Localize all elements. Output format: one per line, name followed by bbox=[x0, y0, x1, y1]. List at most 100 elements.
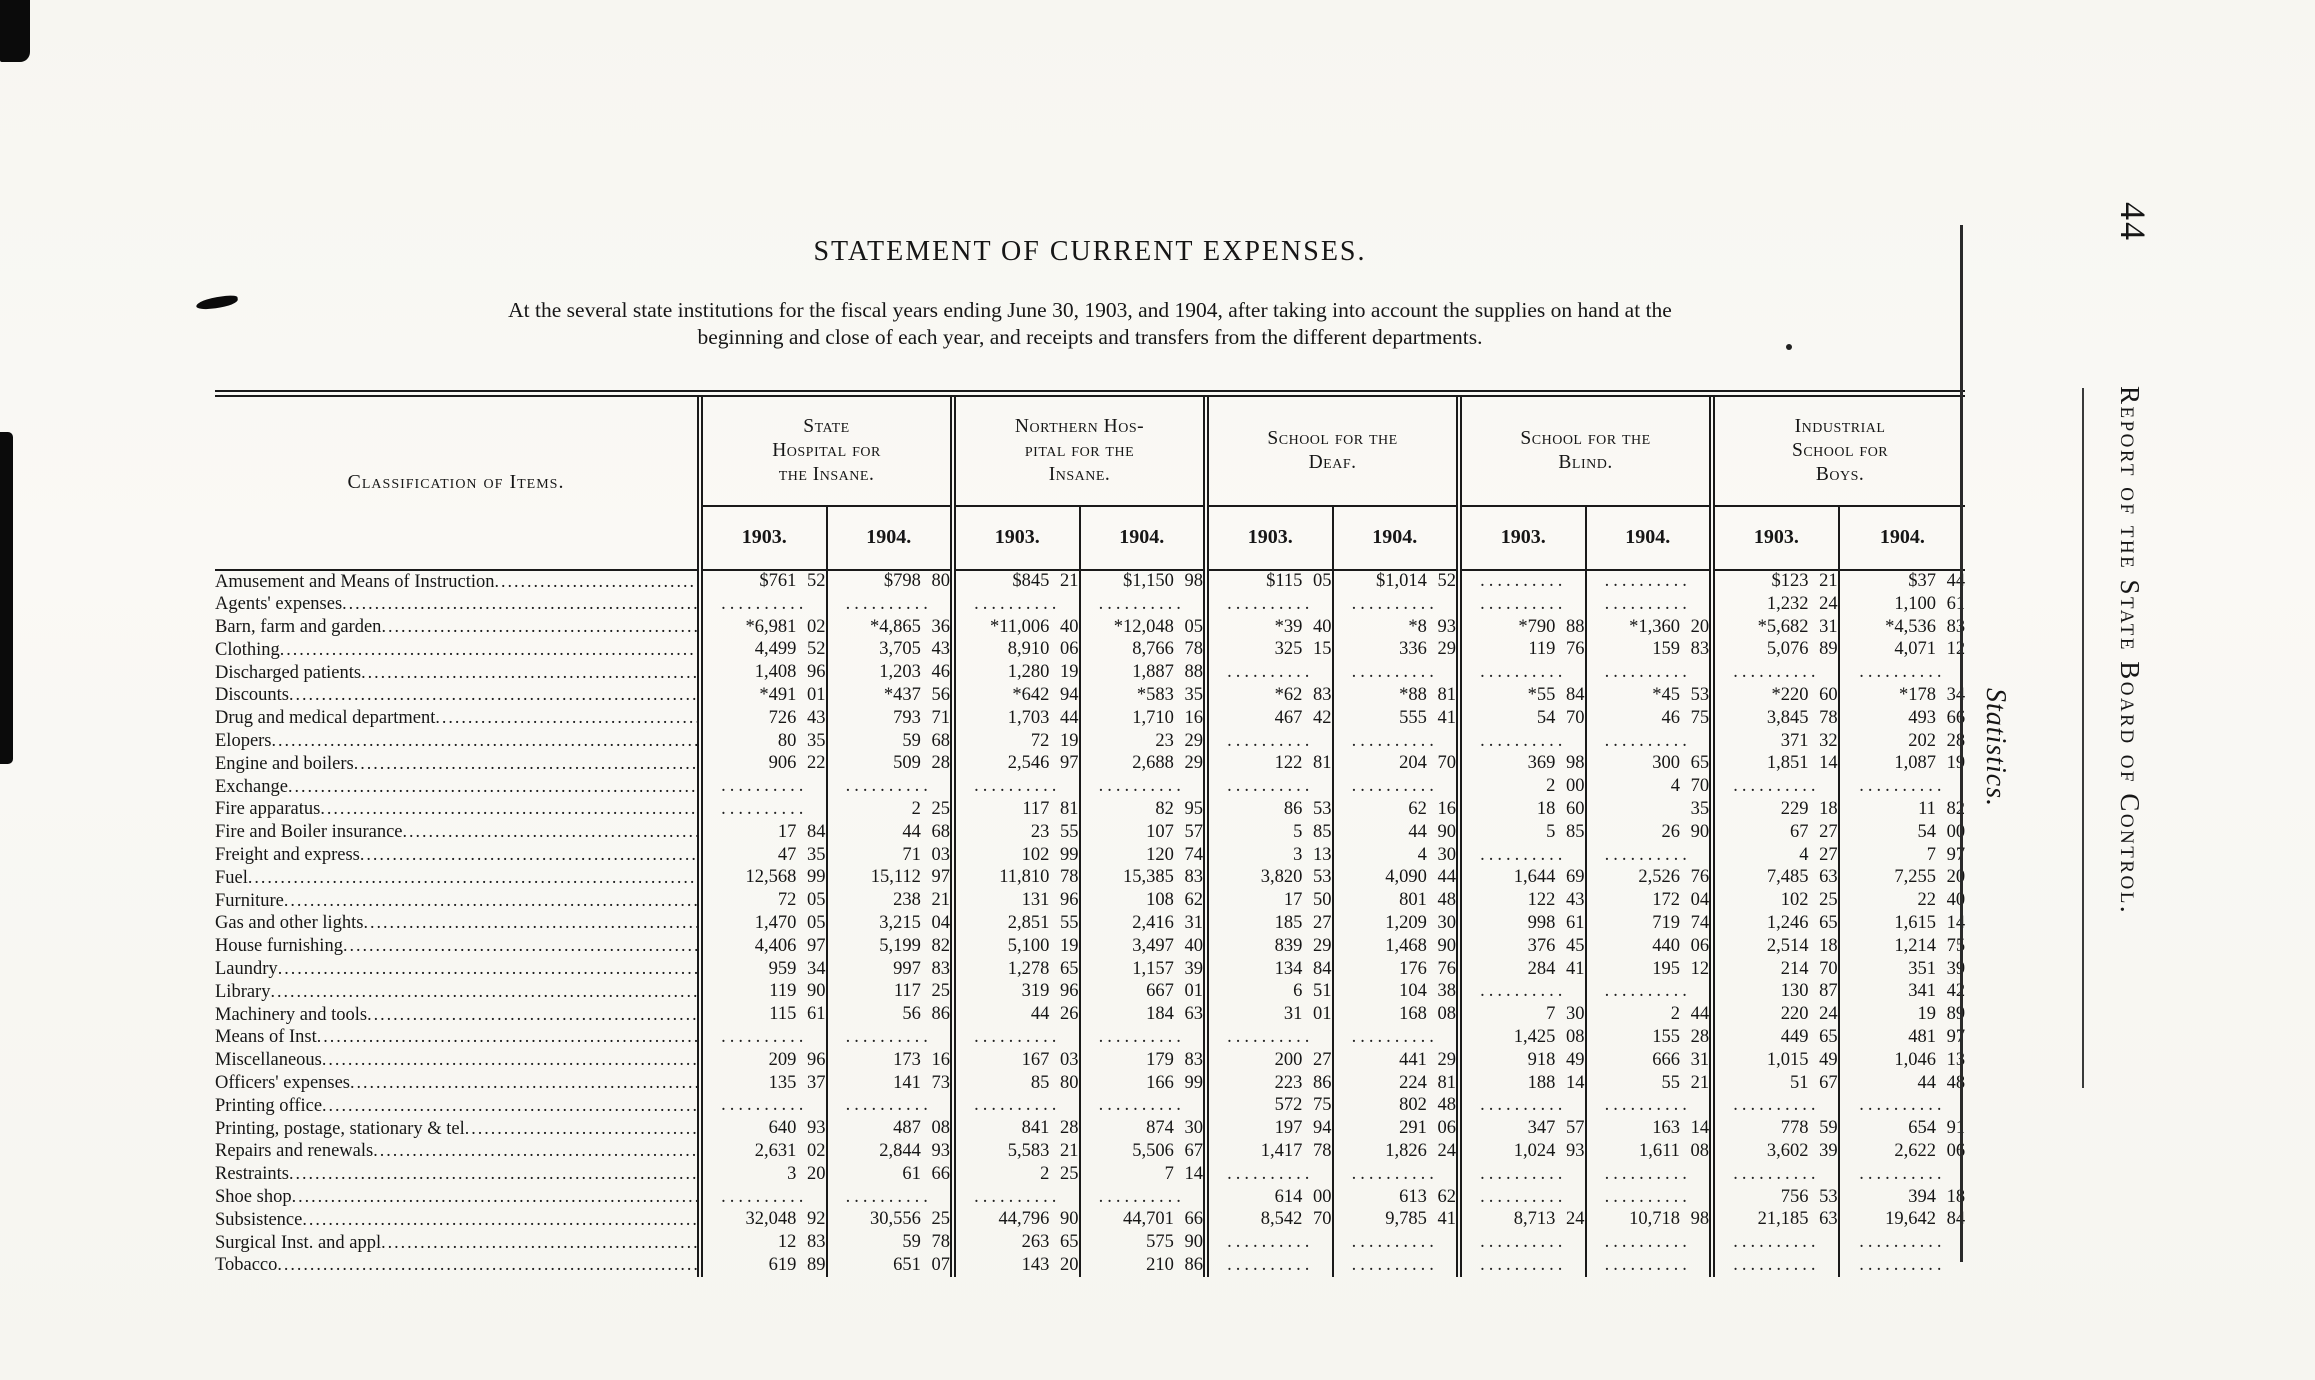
row-label: Fire apparatus bbox=[215, 798, 697, 821]
leader-dots bbox=[403, 821, 697, 844]
row-label: Means of Inst bbox=[215, 1026, 697, 1049]
leader-dots bbox=[289, 1163, 697, 1186]
row-label: Shoe shop bbox=[215, 1186, 697, 1209]
expense-cell: 184 63 bbox=[1078, 1003, 1207, 1027]
year-header: 1904. bbox=[825, 505, 954, 571]
row-label: Barn, farm and garden bbox=[215, 616, 697, 639]
leader-dots bbox=[342, 593, 697, 616]
expense-cell: 509 28 bbox=[825, 752, 954, 776]
expense-cell: 2,688 29 bbox=[1078, 752, 1207, 776]
expense-cell: 163 14 bbox=[1584, 1117, 1713, 1141]
year-header: 1903. bbox=[1456, 505, 1586, 571]
expense-cell: *39 40 bbox=[1203, 616, 1333, 639]
row-label: Laundry bbox=[215, 958, 697, 981]
expense-cell: .......... bbox=[1584, 980, 1713, 1004]
expense-cell: 441 29 bbox=[1331, 1049, 1460, 1073]
expense-cell: 166 99 bbox=[1078, 1072, 1207, 1095]
row-label: Engine and boilers bbox=[215, 753, 697, 776]
expense-cell: *6,981 02 bbox=[697, 616, 827, 639]
row-label: Library bbox=[215, 981, 697, 1004]
year-header: 1903. bbox=[950, 505, 1080, 571]
expense-cell: 300 65 bbox=[1584, 752, 1713, 776]
expense-cell: 7 30 bbox=[1456, 1003, 1586, 1027]
expense-cell: 55 21 bbox=[1584, 1072, 1713, 1095]
expense-cell: 1,470 05 bbox=[697, 912, 827, 936]
section-label: Statistics. bbox=[1980, 688, 2011, 808]
expense-cell: 347 57 bbox=[1456, 1117, 1586, 1141]
expense-cell: 8,910 06 bbox=[950, 638, 1080, 662]
expense-cell: 18 60 bbox=[1456, 798, 1586, 822]
expense-cell: .......... bbox=[697, 775, 827, 799]
expense-cell: 23 29 bbox=[1078, 730, 1207, 753]
expense-cell: 3 20 bbox=[697, 1163, 827, 1187]
leader-dots bbox=[322, 1095, 697, 1118]
expense-cell: 179 83 bbox=[1078, 1049, 1207, 1073]
expense-cell: 155 28 bbox=[1584, 1026, 1713, 1050]
expense-cell: 10,718 98 bbox=[1584, 1208, 1713, 1232]
page-number: 44 bbox=[2113, 202, 2153, 242]
expense-cell: 291 06 bbox=[1331, 1117, 1460, 1141]
table-row: Printing office.........................… bbox=[215, 1094, 1966, 1118]
expense-cell: 614 00 bbox=[1203, 1186, 1333, 1209]
expense-cell: 172 04 bbox=[1584, 889, 1713, 913]
expense-cell: 72 05 bbox=[697, 889, 827, 913]
expense-cell: 32,048 92 bbox=[697, 1208, 827, 1232]
expense-cell: 167 03 bbox=[950, 1049, 1080, 1073]
expense-cell: .......... bbox=[1584, 1186, 1713, 1209]
expense-cell: 998 61 bbox=[1456, 912, 1586, 936]
expense-cell: .......... bbox=[1203, 1026, 1333, 1050]
expense-cell: 200 27 bbox=[1203, 1049, 1333, 1073]
expense-cell: 117 25 bbox=[825, 980, 954, 1004]
row-label: Discharged patients bbox=[215, 662, 697, 685]
expense-cell: 85 80 bbox=[950, 1072, 1080, 1095]
expense-cell: 223 86 bbox=[1203, 1072, 1333, 1095]
expense-cell: 122 81 bbox=[1203, 752, 1333, 776]
expense-cell: .......... bbox=[1203, 1254, 1333, 1278]
expense-cell: *45 53 bbox=[1584, 684, 1713, 708]
expense-cell: 51 67 bbox=[1709, 1072, 1839, 1095]
expense-cell: 54 70 bbox=[1456, 707, 1586, 731]
expense-cell: 575 90 bbox=[1078, 1231, 1207, 1255]
expense-cell: 1,046 13 bbox=[1837, 1049, 1966, 1073]
expense-cell: 793 71 bbox=[825, 707, 954, 731]
expense-cell: 35 bbox=[1584, 798, 1713, 822]
expense-cell: 122 43 bbox=[1456, 889, 1586, 913]
expense-cell: .......... bbox=[825, 593, 954, 617]
expense-cell: 997 83 bbox=[825, 958, 954, 981]
expense-cell: 130 87 bbox=[1709, 980, 1839, 1004]
expense-cell: 4,090 44 bbox=[1331, 866, 1460, 890]
expense-cell: 1,015 49 bbox=[1709, 1049, 1839, 1073]
expense-cell: 5,583 21 bbox=[950, 1140, 1080, 1164]
expense-cell: 906 22 bbox=[697, 752, 827, 776]
expense-cell: 5 85 bbox=[1456, 821, 1586, 845]
subtitle-line-2: beginning and close of each year, and re… bbox=[697, 325, 1483, 349]
expense-cell: 1,615 14 bbox=[1837, 912, 1966, 936]
expense-cell: .......... bbox=[1456, 980, 1586, 1004]
expense-cell: 143 20 bbox=[950, 1254, 1080, 1278]
group-header-industrial-school: Industrial School for Boys. bbox=[1709, 393, 1966, 507]
leader-dots bbox=[292, 1186, 697, 1209]
expense-cell: 108 62 bbox=[1078, 889, 1207, 913]
leader-dots bbox=[343, 935, 697, 958]
expense-cell: 12,568 99 bbox=[697, 866, 827, 890]
expense-cell: .......... bbox=[1584, 569, 1713, 594]
expense-cell: .......... bbox=[1078, 775, 1207, 799]
expense-cell: .......... bbox=[1456, 1254, 1586, 1278]
expense-cell: 80 35 bbox=[697, 730, 827, 753]
expense-cell: 959 34 bbox=[697, 958, 827, 981]
expense-cell: 572 75 bbox=[1203, 1094, 1333, 1118]
year-header: 1904. bbox=[1078, 505, 1207, 571]
expense-cell: 613 62 bbox=[1331, 1186, 1460, 1209]
row-label: Tobacco bbox=[215, 1254, 697, 1277]
expense-cell: 284 41 bbox=[1456, 958, 1586, 981]
leader-dots bbox=[381, 616, 697, 639]
page-subtitle: At the several state institutions for th… bbox=[205, 297, 1975, 351]
expense-cell: 44 90 bbox=[1331, 821, 1460, 845]
